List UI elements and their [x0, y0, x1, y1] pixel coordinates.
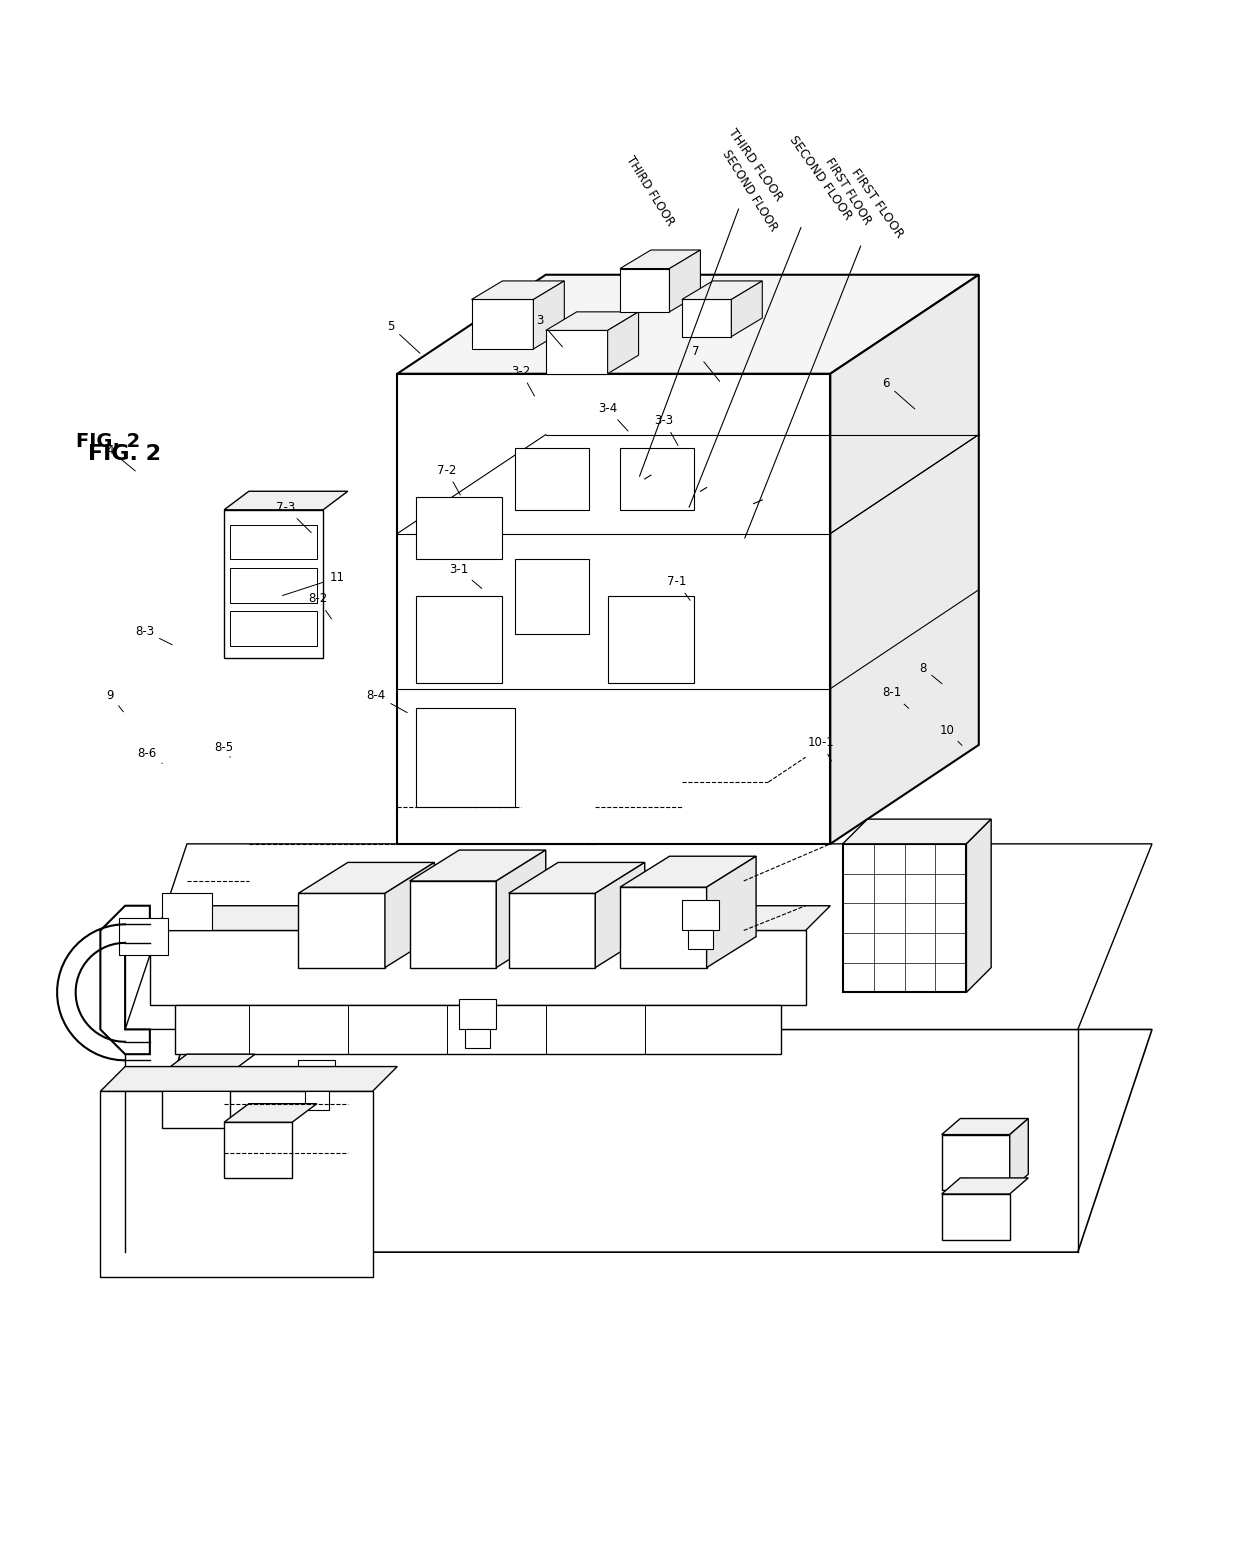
Bar — [231, 612, 317, 646]
Polygon shape — [125, 845, 1152, 1029]
Bar — [415, 497, 502, 560]
Polygon shape — [397, 275, 978, 374]
Bar — [459, 998, 496, 1029]
Text: 11: 11 — [283, 571, 345, 596]
Bar — [465, 1029, 490, 1048]
Text: 3: 3 — [536, 314, 563, 347]
Bar — [231, 568, 317, 602]
Bar — [546, 330, 608, 374]
Text: 8-1: 8-1 — [883, 687, 909, 708]
Polygon shape — [843, 820, 991, 845]
Text: 7-2: 7-2 — [436, 463, 460, 496]
Polygon shape — [224, 491, 347, 510]
Polygon shape — [966, 820, 991, 992]
Polygon shape — [620, 856, 756, 887]
Polygon shape — [707, 856, 756, 968]
Text: FIRST FLOOR: FIRST FLOOR — [745, 166, 906, 538]
Bar — [471, 299, 533, 349]
Text: 8-2: 8-2 — [309, 593, 331, 619]
Text: 5: 5 — [387, 321, 420, 353]
Text: FIRST FLOOR: FIRST FLOOR — [822, 155, 874, 227]
Text: 7-1: 7-1 — [667, 576, 691, 601]
Bar — [224, 1123, 293, 1178]
Polygon shape — [496, 851, 546, 968]
Text: 8-3: 8-3 — [135, 624, 172, 644]
Text: 9: 9 — [107, 688, 123, 712]
Polygon shape — [150, 931, 806, 1004]
Bar — [843, 845, 966, 992]
Text: 8-4: 8-4 — [366, 688, 407, 713]
Text: 8-5: 8-5 — [215, 741, 233, 757]
Polygon shape — [384, 862, 434, 968]
Bar — [608, 596, 694, 683]
Bar — [620, 887, 707, 968]
Polygon shape — [595, 862, 645, 968]
Text: SECOND FLOOR: SECOND FLOOR — [719, 149, 780, 235]
Text: 7-3: 7-3 — [277, 500, 311, 533]
Text: FIG. 2: FIG. 2 — [88, 444, 161, 465]
Bar — [941, 1193, 1009, 1240]
Bar — [941, 1134, 1009, 1190]
Polygon shape — [941, 1118, 1028, 1134]
Polygon shape — [608, 311, 639, 374]
Bar — [515, 447, 589, 510]
Polygon shape — [409, 851, 546, 881]
Text: 10-1: 10-1 — [808, 737, 835, 762]
Polygon shape — [299, 862, 434, 893]
Bar — [508, 893, 595, 968]
Polygon shape — [100, 906, 150, 1054]
Polygon shape — [682, 282, 763, 299]
Polygon shape — [224, 1104, 317, 1123]
Text: 10: 10 — [939, 724, 962, 746]
Text: THIRD FLOOR: THIRD FLOOR — [624, 153, 677, 228]
Text: SECOND FLOOR: SECOND FLOOR — [689, 133, 854, 507]
Polygon shape — [125, 1029, 1152, 1253]
Bar — [682, 299, 732, 336]
Polygon shape — [162, 1054, 255, 1073]
Polygon shape — [546, 311, 639, 330]
Polygon shape — [831, 275, 978, 845]
Bar — [688, 931, 713, 949]
Polygon shape — [533, 282, 564, 349]
Polygon shape — [732, 282, 763, 336]
Polygon shape — [150, 906, 831, 931]
Text: 8-6: 8-6 — [138, 748, 162, 763]
Bar — [397, 374, 831, 845]
Text: FIG. 2: FIG. 2 — [76, 432, 140, 452]
Bar — [620, 269, 670, 311]
Bar — [299, 1060, 336, 1092]
Bar — [224, 510, 324, 658]
Text: 6: 6 — [883, 377, 915, 410]
Text: 3-2: 3-2 — [511, 364, 534, 396]
Bar — [682, 899, 719, 931]
Text: 4: 4 — [107, 444, 135, 471]
Bar — [620, 447, 694, 510]
Bar — [299, 893, 384, 968]
Bar — [515, 560, 589, 633]
Text: 3-3: 3-3 — [655, 414, 678, 446]
Bar — [409, 881, 496, 968]
Polygon shape — [1009, 1118, 1028, 1190]
Text: 8: 8 — [919, 662, 942, 683]
Polygon shape — [941, 1178, 1028, 1193]
Bar — [162, 893, 212, 931]
Bar — [305, 1092, 330, 1110]
Bar — [415, 596, 502, 683]
Polygon shape — [471, 282, 564, 299]
Text: 3-1: 3-1 — [449, 563, 482, 588]
Bar — [162, 1073, 231, 1128]
Polygon shape — [508, 862, 645, 893]
Polygon shape — [620, 250, 701, 269]
Polygon shape — [175, 1004, 781, 1054]
Bar — [231, 524, 317, 560]
Text: THIRD FLOOR: THIRD FLOOR — [640, 127, 785, 477]
Bar — [415, 708, 515, 807]
Polygon shape — [100, 1067, 397, 1092]
Text: 7: 7 — [692, 346, 719, 382]
Polygon shape — [100, 1092, 372, 1276]
Polygon shape — [670, 250, 701, 311]
Bar — [119, 918, 169, 956]
Text: 3-4: 3-4 — [598, 402, 627, 432]
